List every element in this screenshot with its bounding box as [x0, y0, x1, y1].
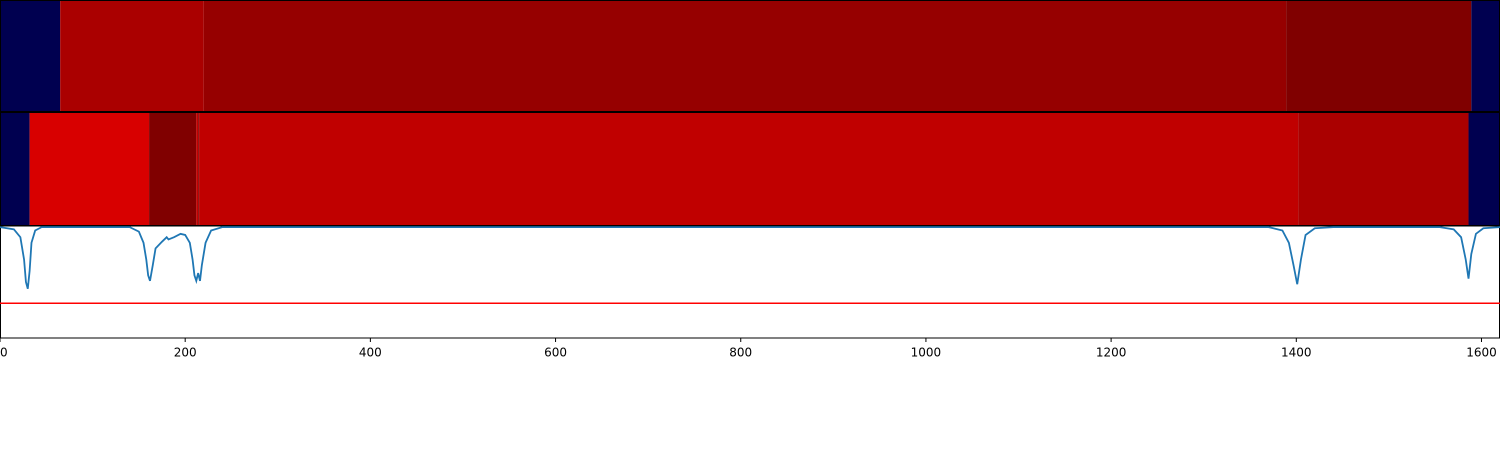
segment — [198, 113, 200, 226]
segment — [203, 1, 1287, 112]
x-tick-label: 1200 — [1096, 346, 1127, 360]
segment — [149, 113, 197, 226]
segment — [196, 113, 199, 226]
x-tick-label: 1600 — [1466, 346, 1497, 360]
segment — [1298, 113, 1469, 226]
x-tick-label: 0 — [0, 346, 8, 360]
x-tick-label: 600 — [544, 346, 567, 360]
segment — [0, 1, 61, 112]
segment — [1471, 1, 1500, 112]
segment — [1468, 113, 1500, 226]
panel-frame — [0, 225, 1500, 339]
line — [0, 226, 1500, 289]
x-tick-label: 200 — [174, 346, 197, 360]
x-tick-label: 1000 — [911, 346, 942, 360]
segment — [0, 113, 30, 226]
segment — [60, 1, 204, 112]
segment — [1286, 1, 1472, 112]
x-tick-label: 800 — [729, 346, 752, 360]
x-tick-label: 1400 — [1281, 346, 1312, 360]
x-tick-label: 400 — [359, 346, 382, 360]
segment — [199, 113, 1299, 226]
segment — [29, 113, 150, 226]
